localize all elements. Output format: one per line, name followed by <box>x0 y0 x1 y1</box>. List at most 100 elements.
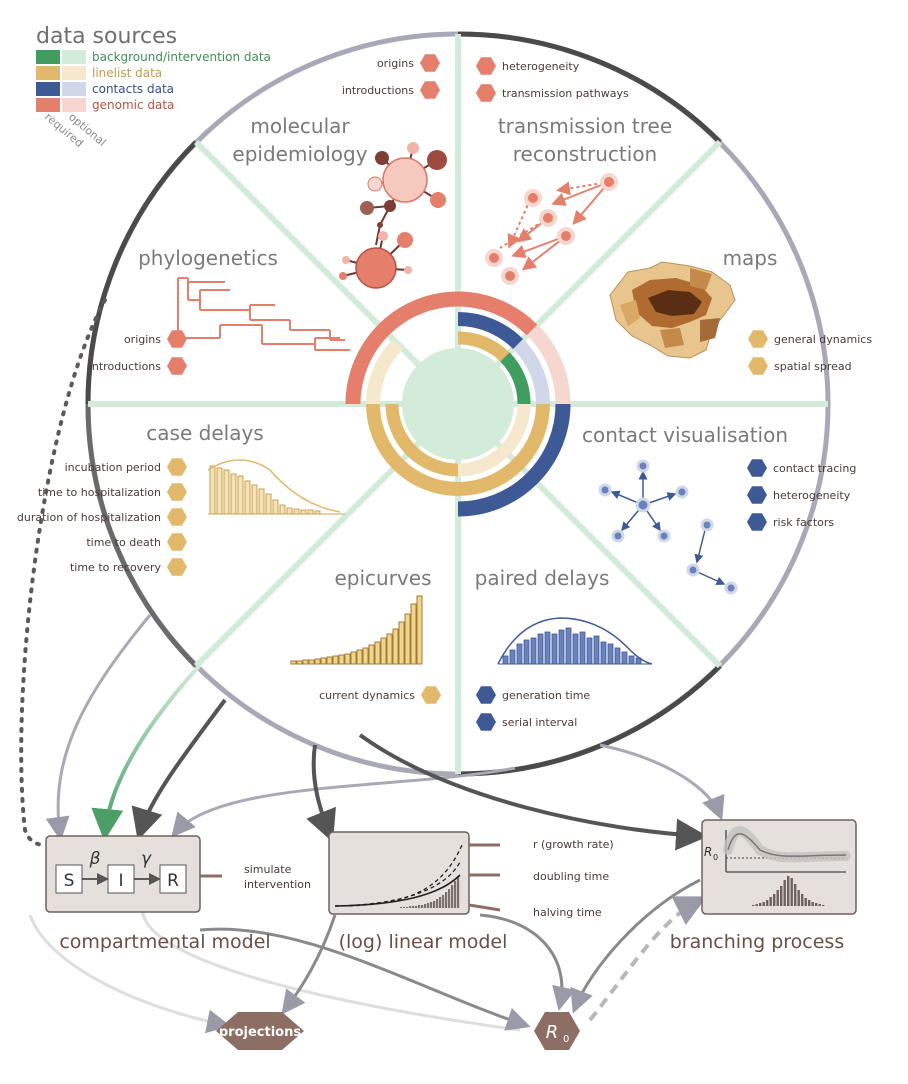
loglinear-bar <box>409 906 412 908</box>
legend-label: linelist data <box>92 66 162 80</box>
loglinear-bar <box>433 901 436 908</box>
paired-delay-bar <box>523 639 530 665</box>
hexagon-icon <box>421 686 441 704</box>
section-item-label: duration of hospitalization <box>17 511 161 524</box>
case-delay-bar <box>286 507 293 515</box>
branching-bar <box>822 905 825 906</box>
paired-delay-bar <box>516 643 523 665</box>
loglinear-bar <box>406 907 409 908</box>
epicurve-bar <box>392 628 399 665</box>
hexagon-icon <box>167 458 187 476</box>
loglinear-bar <box>427 903 430 908</box>
ring-arc-left <box>85 140 198 405</box>
r0-sub: 0 <box>563 1034 569 1045</box>
section-item-label: heterogeneity <box>502 60 580 73</box>
case-delay-bar <box>209 465 216 515</box>
epicurve-bar <box>398 621 405 665</box>
epicurve-bar <box>356 649 363 665</box>
paired-delay-bar <box>572 633 579 665</box>
maps-title: maps <box>723 246 778 270</box>
legend-required-swatch <box>36 98 60 112</box>
paired-delay-bar <box>579 631 586 665</box>
phylogenetic-tree-illustration <box>177 277 350 351</box>
legend-title: data sources <box>36 24 177 49</box>
epicurve-bar <box>404 613 411 665</box>
case-delay-bar <box>279 504 286 515</box>
epicurve-bar <box>326 656 333 665</box>
branching-bar <box>762 902 765 906</box>
connectors <box>19 298 725 1034</box>
legend-required-swatch <box>36 82 60 96</box>
paired-delay-bar <box>565 627 572 665</box>
r0-hexagon <box>534 1012 580 1050</box>
section-item-label: time to recovery <box>70 561 162 574</box>
legend-optional-swatch <box>62 82 86 96</box>
hexagon-icon <box>167 483 187 501</box>
branching-process: R 0 branching process <box>670 819 857 953</box>
paired-delay-bar <box>537 633 544 665</box>
section-item-label: time to death <box>86 536 161 549</box>
compartmental-model: S I R β γ simulate intervention compartm… <box>45 835 311 953</box>
case-delay-bar <box>272 499 279 515</box>
epicurve-bar <box>320 657 327 665</box>
epicurve-bar <box>338 654 345 665</box>
paired-delay-bar <box>600 641 607 665</box>
epicurve-bar <box>350 651 357 665</box>
section-item-label: heterogeneity <box>773 489 851 502</box>
branching-bar <box>815 903 818 906</box>
case-delay-bar <box>223 469 230 515</box>
compartment-s-label: S <box>64 871 75 891</box>
paired-delay-bar <box>614 647 621 665</box>
simulate-intervention-line1: simulate <box>244 863 292 876</box>
paired-delay-bar <box>551 633 558 665</box>
contact-visualisation-title: contact visualisation <box>582 423 788 447</box>
loglinear-bar <box>457 876 460 908</box>
hexagon-icon <box>167 508 187 526</box>
branching-bar <box>818 904 821 906</box>
loglinear-model-box <box>328 831 470 915</box>
hexagon-icon <box>476 57 496 75</box>
section-item-label: transmission pathways <box>502 87 629 100</box>
paired-delay-bar <box>607 643 614 665</box>
epicurve-bar <box>416 595 423 665</box>
paired-delay-bar <box>593 635 600 665</box>
hexagon-icon <box>747 513 767 531</box>
phylogenetics-title: phylogenetics <box>138 246 278 270</box>
legend-label: contacts data <box>92 82 174 96</box>
transmission-tree-illustration <box>485 173 618 285</box>
paired-delays-title: paired delays <box>475 566 610 590</box>
loglinear-bar <box>445 892 448 908</box>
branching-bar <box>787 876 790 906</box>
main-circle <box>85 31 831 777</box>
hexagon-icon <box>748 357 768 375</box>
epicurve-bar <box>344 653 351 665</box>
transmission-tree-title-1: transmission tree <box>498 114 672 138</box>
compartment-i-label: I <box>118 871 123 891</box>
compartment-r-box <box>159 864 187 894</box>
phylogenetics-to-compartmental-link <box>19 298 107 847</box>
hexagon-icon <box>167 357 187 375</box>
section-item-label: introductions <box>342 84 414 97</box>
legend-optional-swatch <box>62 98 86 112</box>
loglinear-bar <box>436 899 439 908</box>
legend-label: genomic data <box>92 98 174 112</box>
legend-required-swatch <box>36 50 60 64</box>
branching-bar <box>759 903 762 906</box>
center-data-rings <box>345 291 571 517</box>
branching-bar <box>773 894 776 906</box>
epicurves-title: epicurves <box>334 566 431 590</box>
branching-bar <box>766 900 769 906</box>
epicurve-bar <box>302 659 309 665</box>
paired-delay-bar <box>558 629 565 665</box>
branching-process-box <box>701 819 857 915</box>
case-delay-bar <box>216 467 223 515</box>
epicurve-bar <box>410 603 417 665</box>
paired-delay-bar <box>502 655 509 665</box>
branching-bar <box>780 886 783 906</box>
branching-bar <box>808 900 811 906</box>
ring-arc-top-right <box>457 31 722 144</box>
section-item-label: time to hospitalization <box>38 486 161 499</box>
case-delay-bar <box>293 508 300 515</box>
